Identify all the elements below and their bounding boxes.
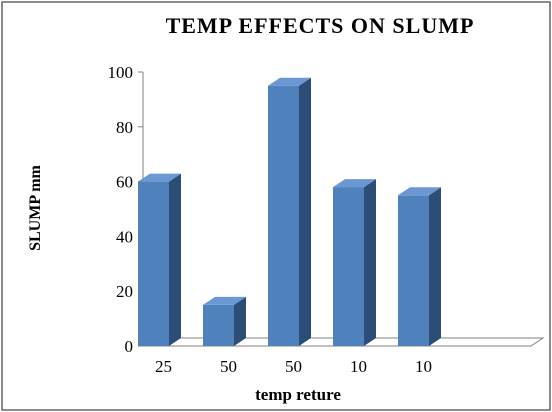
y-tick-label: 0 [125, 337, 134, 356]
bar-front [203, 304, 234, 346]
bar-top [203, 296, 246, 305]
bar-side [234, 296, 246, 346]
bar-side [169, 173, 181, 346]
x-tick-label: 10 [415, 357, 432, 376]
chart-title: TEMP EFFECTS ON SLUMP [166, 13, 475, 38]
y-tick-label: 100 [108, 63, 134, 82]
bar [138, 173, 181, 346]
bars-group [138, 77, 441, 346]
y-tick-label: 40 [116, 227, 133, 246]
x-axis-label: temp reture [255, 385, 341, 404]
bar-side [299, 77, 311, 346]
bar-top [138, 173, 181, 182]
bar-top [398, 187, 441, 196]
bar [268, 77, 311, 346]
bar-side [364, 179, 376, 346]
x-tick-label: 10 [350, 357, 367, 376]
x-tick-label: 25 [155, 357, 172, 376]
x-tick-label: 50 [220, 357, 237, 376]
y-tick-label: 60 [116, 173, 133, 192]
bar [333, 179, 376, 346]
bar [398, 187, 441, 346]
bar-front [333, 187, 364, 346]
y-axis-label: SLUMP mm [27, 164, 44, 250]
bar-top [268, 77, 311, 86]
bar-front [138, 181, 169, 346]
bar-top [333, 179, 376, 188]
y-tick-label: 80 [116, 118, 133, 137]
x-tick-label: 50 [285, 357, 302, 376]
bar [203, 296, 246, 346]
x-axis-ticks: 25 50 50 10 10 [155, 357, 432, 376]
bar-front [268, 85, 299, 346]
y-tick-label: 20 [116, 282, 133, 301]
bar-side [429, 187, 441, 346]
bar-front [398, 195, 429, 346]
